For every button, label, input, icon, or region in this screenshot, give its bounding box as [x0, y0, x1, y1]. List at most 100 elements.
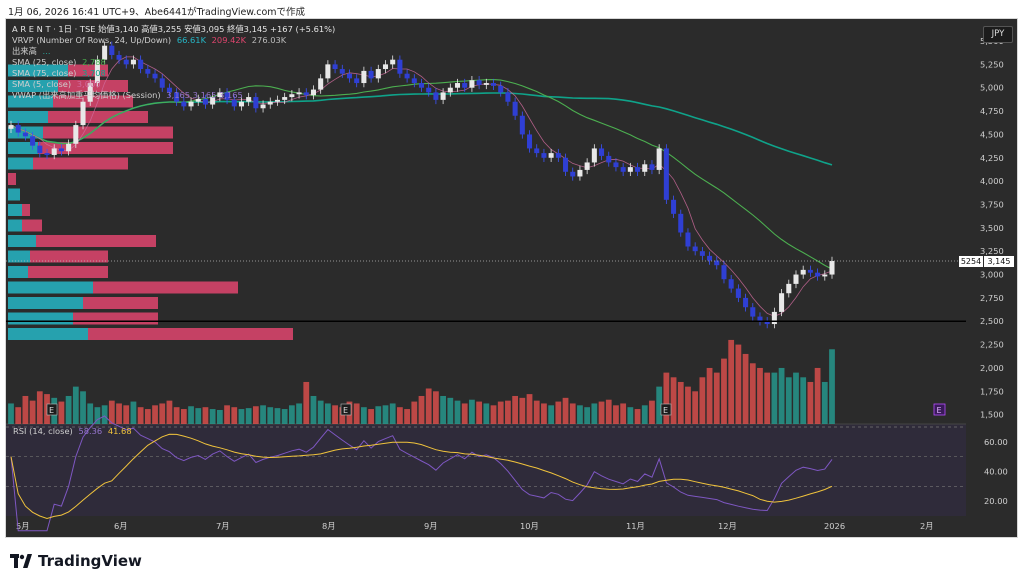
volume-bar — [440, 395, 446, 424]
volume-bar — [353, 403, 360, 424]
candle-body — [166, 87, 172, 93]
sma75-label: SMA (75, close) — [12, 68, 77, 78]
candle-body — [30, 136, 36, 146]
tradingview-brand[interactable]: TradingView — [10, 552, 142, 570]
legend-sma5[interactable]: SMA (5, close) 3,000 — [12, 79, 335, 90]
legend-vrvp[interactable]: VRVP (Number Of Rows, 24, Up/Down) 66.61… — [12, 35, 335, 46]
volume-bar — [800, 377, 807, 424]
volume-bar — [613, 405, 619, 424]
candle-body — [325, 64, 331, 79]
legend-sma75[interactable]: SMA (75, close) 3,708 — [12, 68, 335, 79]
vp-up-bar — [8, 188, 20, 201]
candle-body — [411, 78, 417, 84]
candle-body — [779, 293, 785, 312]
volume-bar — [454, 400, 461, 424]
volume-bar — [188, 406, 194, 424]
volume-bar — [476, 401, 482, 424]
vwap-values: 3,165 3,165 3,165 — [166, 90, 243, 100]
vp-up-bar — [8, 235, 36, 247]
last-price-tag: 3,145 — [984, 256, 1014, 267]
volume-bar — [87, 403, 94, 424]
candle-body — [707, 255, 713, 261]
price-chart[interactable]: 5,5005,2505,0004,7504,5004,2504,0003,750… — [6, 19, 1017, 537]
volume-bar — [728, 339, 735, 424]
legend-sma25[interactable]: SMA (25, close) 2,788 — [12, 57, 335, 68]
volume-bar — [94, 407, 101, 424]
volume-bar — [663, 372, 670, 424]
candle-body — [649, 164, 655, 170]
volume-bar — [814, 367, 821, 424]
candle-body — [440, 92, 446, 100]
legend-volume[interactable]: 出来高 ... — [12, 46, 335, 57]
future-earnings-marker — [933, 403, 946, 416]
volume-bar — [749, 363, 756, 424]
candle-body — [498, 85, 504, 93]
earnings-marker — [340, 403, 352, 416]
candle-body — [469, 80, 475, 88]
price-tick-label: 2,500 — [980, 316, 1004, 326]
volume-value: ... — [42, 46, 51, 56]
vrvp-total: 276.03K — [251, 35, 287, 45]
vp-up-bar — [8, 312, 73, 325]
candle-body — [15, 125, 21, 133]
volume-bar — [137, 407, 144, 424]
candle-body — [822, 274, 828, 277]
sma5-label: SMA (5, close) — [12, 79, 72, 89]
brand-name: TradingView — [38, 552, 142, 570]
volume-bar — [706, 367, 713, 424]
volume-label: 出来高 — [12, 46, 37, 56]
volume-bar — [317, 400, 324, 424]
candle-body — [260, 104, 266, 109]
candle-body — [130, 59, 136, 65]
volume-bar — [245, 408, 252, 424]
candle-body — [296, 92, 302, 95]
volume-bar — [303, 381, 310, 424]
volume-bar — [324, 403, 331, 424]
candle-body — [685, 232, 691, 247]
volume-bar — [382, 405, 389, 424]
vp-up-bar — [8, 157, 33, 170]
month-label: 6月 — [114, 521, 128, 531]
month-label: 8月 — [322, 521, 336, 531]
candle-body — [505, 92, 511, 102]
volume-bar — [713, 372, 720, 424]
sma75-value: 3,708 — [82, 68, 106, 78]
rsi-legend[interactable]: RSI (14, close) 58.36 41.68 — [13, 426, 132, 436]
candle-body — [699, 251, 705, 256]
vp-down-bar — [22, 204, 30, 216]
candle-body — [174, 92, 180, 102]
volume-bar — [288, 405, 295, 424]
volume-bar — [490, 405, 497, 424]
legend-vwap[interactable]: VWAP (出来高加重平均価格) (Session) 3,165 3,165 3… — [12, 90, 335, 101]
chart-frame[interactable]: 5,5005,2505,0004,7504,5004,2504,0003,750… — [5, 18, 1018, 538]
candle-body — [339, 69, 345, 74]
volume-bar — [58, 401, 65, 424]
price-tick-label: 4,750 — [980, 106, 1004, 116]
vwap-label: VWAP (出来高加重平均価格) (Session) — [12, 90, 161, 100]
volume-bar — [469, 399, 475, 424]
volume-bar — [231, 407, 238, 424]
vrvp-up: 66.61K — [176, 35, 207, 45]
month-label: 11月 — [626, 521, 645, 531]
candle-body — [714, 260, 720, 266]
price-tick-label: 3,500 — [980, 223, 1004, 233]
vp-up-bar — [8, 281, 93, 294]
price-tick-label: 1,750 — [980, 386, 1004, 396]
vp-up-bar — [8, 250, 30, 263]
month-label: 10月 — [520, 521, 539, 531]
volume-bar — [649, 400, 655, 424]
rsi-label-text: RSI (14, close) — [13, 426, 73, 436]
volume-bar — [425, 388, 432, 424]
price-tick-label: 3,250 — [980, 246, 1004, 256]
volume-bar — [519, 397, 526, 424]
candle-body — [743, 297, 749, 308]
candle-body — [404, 73, 410, 79]
volume-bar — [195, 408, 202, 424]
currency-button[interactable]: JPY — [983, 26, 1013, 43]
candle-body — [599, 148, 605, 156]
candle-body — [591, 148, 597, 163]
price-tick-label: 2,250 — [980, 340, 1004, 350]
vp-up-bar — [8, 266, 28, 278]
volume-bar — [692, 391, 699, 424]
candle-body — [138, 59, 144, 70]
